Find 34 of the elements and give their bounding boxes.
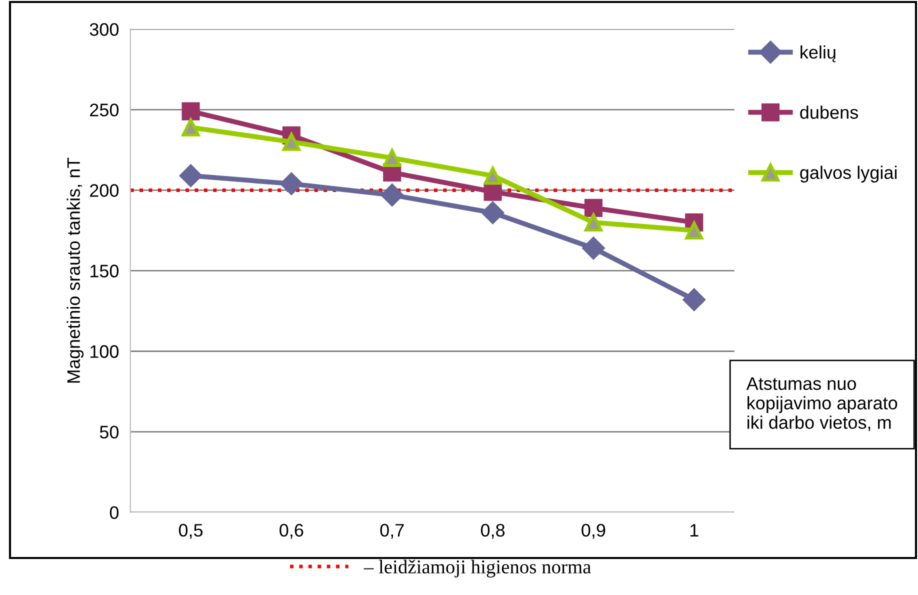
legend-label: dubens [800,106,858,119]
x-tick-label: 0,6 [280,524,304,539]
y-tick-label: 100 [90,345,119,358]
legend-label: – leidžiamoji higienos norma [364,560,591,578]
point [584,213,602,232]
point [380,184,404,207]
point [682,288,706,312]
x-tick-label: 1 [690,524,698,536]
y-tick-label: 0 [110,506,119,520]
point [481,201,504,224]
x-axis-title: Atstumas nuo kopijavimo aparato iki darbo vietos, m [746,377,898,432]
y-tick-label: 50 [100,426,119,438]
x-tick-label: 0,8 [480,524,505,539]
point [383,148,402,168]
point [582,236,605,260]
x-tick-label: 0,5 [178,524,203,539]
y-tick-label: 200 [90,184,119,197]
point [179,164,202,188]
point [584,198,602,217]
y-tick-label: 300 [90,23,119,36]
legend-label: kelių [800,45,836,62]
point [182,102,200,120]
y-tick-label: 250 [90,104,119,116]
y-axis-title: Magnetinio srauto tankis, nT [66,158,84,383]
y-tick-label: 150 [90,264,119,278]
point [484,166,502,185]
x-tick-label: 0,9 [582,524,606,539]
point [280,172,303,196]
point [685,221,704,240]
legend-label: galvos lygiai [800,166,897,183]
point [182,118,200,136]
point [282,132,300,151]
point [484,182,502,201]
x-tick-label: 0,7 [380,524,404,539]
